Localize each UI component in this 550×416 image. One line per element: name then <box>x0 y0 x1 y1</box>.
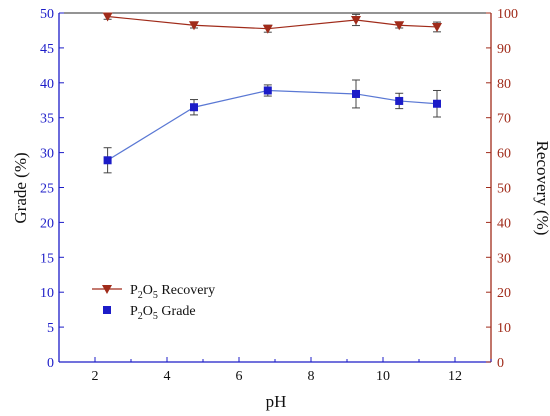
series-layer <box>102 12 442 174</box>
legend-text: O <box>143 304 153 319</box>
x-tick-label: 12 <box>448 369 462 384</box>
grade-point <box>190 103 198 112</box>
legend-subscript: 5 <box>153 290 158 301</box>
x-tick-label: 8 <box>308 369 315 384</box>
axes <box>58 12 492 363</box>
y-right-tick-label: 60 <box>497 147 511 162</box>
grade-point <box>103 156 112 165</box>
y-left-tick-label: 30 <box>40 147 54 162</box>
y-right-tick-label: 30 <box>497 251 511 266</box>
x-axis-label: pH <box>266 392 287 411</box>
legend-recovery-marker <box>102 285 112 294</box>
y-left-tick-label: 20 <box>40 216 54 231</box>
y-right-tick-label: 10 <box>497 321 511 336</box>
y-left-tick-label: 35 <box>40 112 54 127</box>
recovery-point <box>351 15 361 25</box>
legend-grade-marker <box>103 306 111 314</box>
legend-subscript: 2 <box>138 290 143 301</box>
recovery-line <box>107 15 438 30</box>
legend-text: P <box>130 304 138 319</box>
y-right-tick-label: 90 <box>497 42 511 57</box>
grade-point <box>352 89 360 98</box>
legend-subscript: 2 <box>138 311 143 322</box>
legend-text: P <box>130 283 138 298</box>
y-right-tick-label: 0 <box>497 356 504 371</box>
x-tick-label: 2 <box>92 369 99 384</box>
grade-point <box>433 99 441 108</box>
legend-subscript: 5 <box>153 311 158 322</box>
grade-point <box>395 96 404 105</box>
recovery-point <box>262 24 273 34</box>
y-left-tick-label: 0 <box>47 356 54 371</box>
y-right-tick-label: 80 <box>497 77 511 92</box>
x-tick-label: 6 <box>236 369 243 384</box>
recovery-point <box>394 21 405 31</box>
y-left-tick-label: 5 <box>47 321 54 336</box>
y-right-tick-label: 100 <box>497 7 518 22</box>
grade-point <box>263 86 272 95</box>
y-left-tick-label: 25 <box>40 182 54 197</box>
legend-text: Recovery <box>158 283 215 298</box>
y-left-tick-label: 10 <box>40 286 54 301</box>
legend-text: Grade <box>158 304 196 319</box>
y-axis-right-label: Recovery (%) <box>533 141 550 236</box>
y-axis-left-label: Grade (%) <box>11 152 30 223</box>
recovery-point <box>432 22 442 32</box>
y-left-tick-label: 50 <box>40 7 54 22</box>
recovery-point <box>189 21 199 31</box>
ticks: 2 4 6 8 10 1205101520253035404550010203040506… <box>40 7 518 384</box>
recovery-point <box>102 12 113 22</box>
x-tick-label: 4 <box>164 369 171 384</box>
legend-recovery-label: P2O5 Recovery <box>130 283 215 301</box>
y-left-tick-label: 45 <box>40 42 54 57</box>
y-right-tick-label: 20 <box>497 286 511 301</box>
y-right-tick-label: 70 <box>497 112 511 127</box>
y-left-tick-label: 40 <box>40 77 54 92</box>
y-left-tick-label: 15 <box>40 251 54 266</box>
legend-grade-label: P2O5 Grade <box>130 304 196 322</box>
grade-line <box>107 89 438 161</box>
x-tick-label: 10 <box>376 369 390 384</box>
y-right-tick-label: 50 <box>497 182 511 197</box>
y-right-tick-label: 40 <box>497 216 511 231</box>
legend-text: O <box>143 283 153 298</box>
